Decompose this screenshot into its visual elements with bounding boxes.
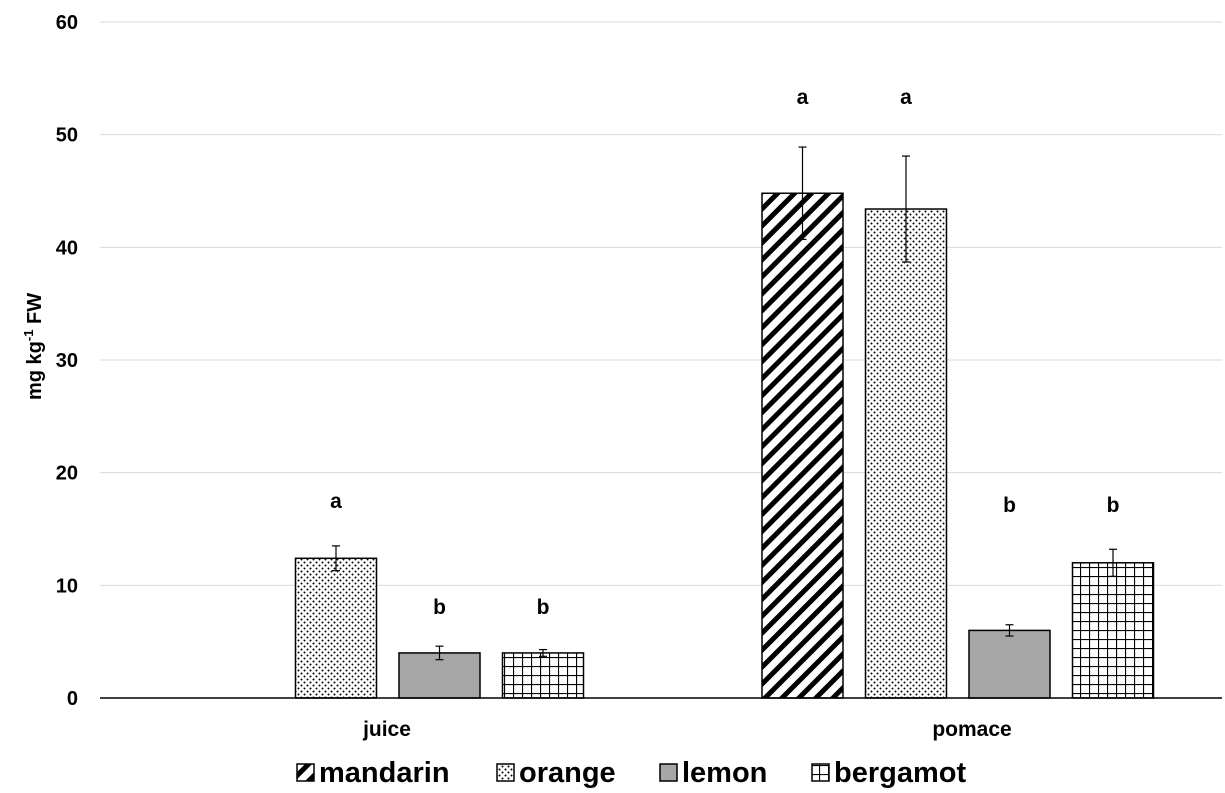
legend-item-mandarin: mandarin [297,757,450,789]
legend-swatch [497,764,514,781]
category-labels: juice pomace [362,718,1012,741]
legend-label: mandarin [319,757,450,789]
significance-letter: a [900,86,912,109]
gridlines [100,22,1222,585]
legend-label: orange [519,757,616,789]
y-axis-title-suffix: FW [24,293,46,330]
legend-swatch [297,764,314,781]
legend-label: lemon [682,757,767,789]
category-label: pomace [932,718,1011,741]
legend-swatch [660,764,677,781]
bar-bergamot-juice [503,653,584,698]
significance-letter: b [1003,494,1016,517]
y-tick-label: 60 [56,12,78,34]
y-tick-label: 50 [56,125,78,147]
legend-item-bergamot: bergamot [812,757,966,789]
y-axis-label: mg kg-1 FW [21,293,46,400]
category-label: juice [362,718,411,741]
bar-bergamot-pomace [1073,563,1154,698]
legend: mandarin orange lemon bergamot [297,757,966,789]
bar-orange-juice [296,558,377,698]
y-axis-title-main: mg kg [24,341,46,400]
legend-swatch [812,764,829,781]
y-tick-label: 20 [56,463,78,485]
bar-orange-pomace [866,209,947,698]
significance-letter: a [797,86,809,109]
significance-letter: b [537,596,550,619]
y-axis-title: mg kg-1 FW [21,293,46,400]
bar-lemon-pomace [969,630,1050,698]
y-tick-label: 0 [67,688,78,710]
y-tick-label: 40 [56,237,78,259]
legend-item-lemon: lemon [660,757,767,789]
bar-mandarin-pomace [762,193,843,698]
significance-letter: a [330,490,342,513]
legend-item-orange: orange [497,757,616,789]
y-axis-ticks: 0 10 20 30 40 50 60 [56,12,78,710]
y-tick-label: 10 [56,575,78,597]
legend-label: bergamot [834,757,966,789]
y-axis-title-superscript: -1 [21,330,36,342]
bars: a a a b b b b [296,86,1154,698]
y-tick-label: 30 [56,350,78,372]
significance-letter: b [433,596,446,619]
significance-letter: b [1107,494,1120,517]
